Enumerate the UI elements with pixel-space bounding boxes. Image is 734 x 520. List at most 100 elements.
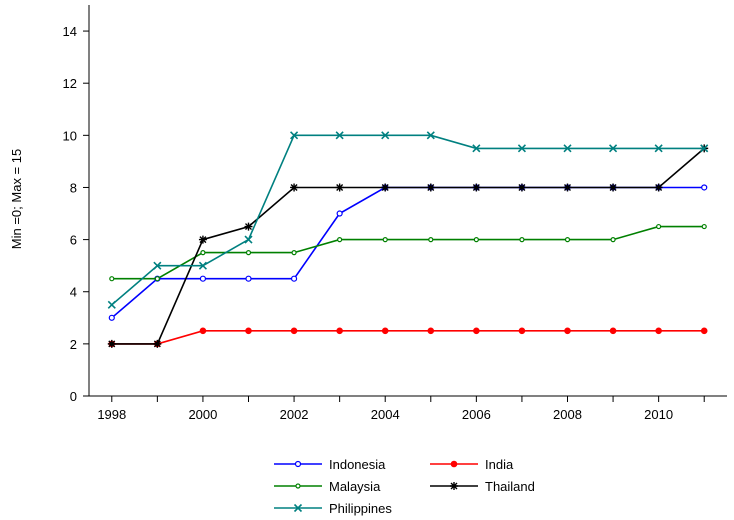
- data-point: [701, 184, 708, 191]
- series-line-malaysia: [111, 225, 705, 280]
- data-point: [153, 339, 162, 348]
- data-point: [108, 314, 115, 321]
- data-point: [609, 183, 618, 192]
- data-point: [427, 327, 435, 335]
- data-point: [428, 237, 434, 243]
- series-thailand: [107, 144, 709, 348]
- data-point: [519, 237, 525, 243]
- data-point: [107, 339, 116, 348]
- series-line-philippines: [111, 134, 705, 306]
- data-point: [473, 237, 479, 243]
- data-point: [426, 183, 435, 192]
- series-line-india: [111, 329, 705, 345]
- axes: 0 2 4 6 8 10 12 14 1998 2000 2002 2004 2006 2008 2010: [63, 5, 727, 422]
- legend-item-thailand: Thailand: [430, 479, 535, 494]
- data-point: [517, 144, 526, 153]
- x-tick-label: 1998: [97, 407, 126, 422]
- data-point: [244, 222, 253, 231]
- legend-label: Philippines: [329, 501, 392, 516]
- series-india: [108, 327, 708, 348]
- data-point: [245, 327, 252, 335]
- data-point: [701, 223, 707, 230]
- data-point: [337, 237, 343, 243]
- data-point: [290, 275, 298, 282]
- data-point: [199, 275, 207, 282]
- series-philippines: [107, 131, 709, 309]
- series-malaysia: [109, 223, 707, 282]
- data-point: [472, 183, 481, 192]
- data-point: [335, 131, 344, 140]
- y-tick-label: 12: [63, 76, 77, 91]
- data-point: [564, 327, 571, 335]
- y-tick-label: 4: [70, 285, 77, 300]
- data-point: [564, 237, 571, 243]
- data-point: [198, 261, 207, 270]
- data-point: [107, 300, 116, 309]
- series-line-thailand: [111, 147, 705, 345]
- data-point: [450, 460, 458, 468]
- data-point: [198, 235, 207, 244]
- data-point: [700, 144, 709, 153]
- data-point: [381, 327, 389, 335]
- data-point: [700, 327, 708, 335]
- data-point: [290, 131, 299, 140]
- data-point: [563, 144, 572, 153]
- data-point: [336, 210, 343, 217]
- legend-item-philippines: Philippines: [274, 501, 392, 516]
- y-axis-title: Min =0; Max = 15: [9, 149, 24, 249]
- legend-item-india: India: [430, 457, 514, 472]
- data-point: [609, 327, 617, 335]
- data-point: [473, 327, 480, 335]
- y-tick-label: 10: [63, 128, 77, 143]
- series-indonesia: [108, 184, 708, 321]
- data-point: [563, 183, 572, 192]
- data-point: [655, 327, 662, 335]
- y-tick-label: 0: [70, 389, 77, 404]
- x-tick-label: 2006: [462, 407, 491, 422]
- data-point: [335, 183, 344, 192]
- y-tick-label: 2: [70, 337, 77, 352]
- x-tick-label: 2000: [188, 407, 217, 422]
- data-point: [109, 276, 115, 282]
- y-tick-label: 8: [70, 180, 77, 195]
- legend: Indonesia India Malaysia Thailand Philippine…: [274, 457, 535, 516]
- x-tick-label: 2010: [644, 407, 673, 422]
- x-tick-label: 2002: [280, 407, 309, 422]
- data-point: [245, 250, 252, 256]
- data-point: [426, 131, 435, 140]
- legend-item-malaysia: Malaysia: [274, 479, 381, 494]
- data-point: [518, 327, 526, 335]
- data-point: [450, 482, 458, 490]
- data-point: [610, 237, 616, 243]
- legend-label: India: [485, 457, 514, 472]
- data-point: [382, 237, 388, 243]
- data-point: [291, 250, 297, 256]
- y-tick-label: 14: [63, 24, 77, 39]
- data-point: [153, 261, 162, 270]
- legend-label: Thailand: [485, 479, 535, 494]
- data-point: [656, 223, 662, 230]
- legend-label: Malaysia: [329, 479, 381, 494]
- data-point: [295, 483, 301, 489]
- data-point: [472, 144, 481, 153]
- data-point: [245, 275, 252, 282]
- x-tick-label: 2004: [371, 407, 400, 422]
- data-point: [654, 144, 663, 153]
- data-point: [336, 327, 343, 335]
- data-point: [199, 327, 207, 335]
- y-tick-label: 6: [70, 233, 77, 248]
- series-layer: [107, 131, 709, 348]
- data-point: [290, 327, 298, 335]
- data-point: [654, 183, 663, 192]
- data-point: [381, 131, 390, 140]
- x-tick-label: 2008: [553, 407, 582, 422]
- data-point: [244, 235, 253, 244]
- data-point: [290, 183, 299, 192]
- data-point: [200, 250, 206, 256]
- data-point: [609, 144, 618, 153]
- legend-label: Indonesia: [329, 457, 386, 472]
- data-point: [293, 503, 303, 513]
- data-point: [381, 183, 390, 192]
- data-point: [154, 276, 160, 282]
